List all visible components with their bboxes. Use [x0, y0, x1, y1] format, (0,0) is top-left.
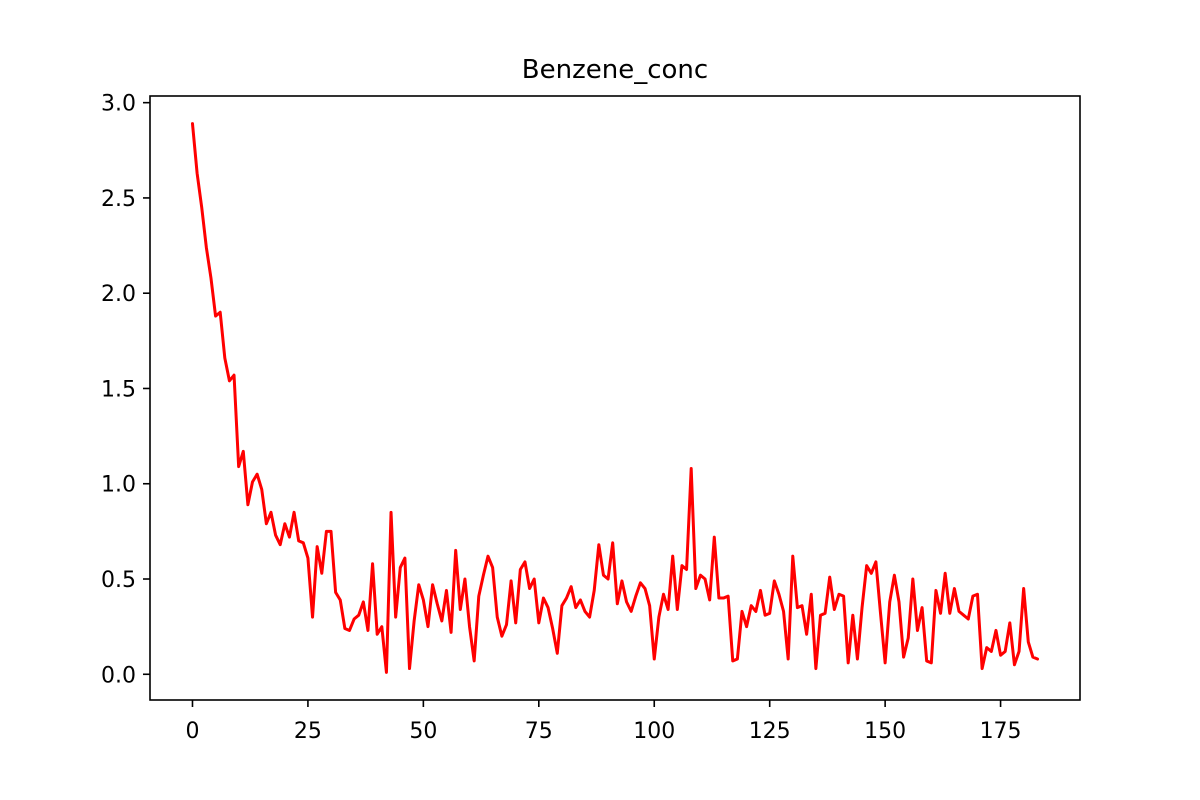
- y-tick-label: 1.0: [101, 473, 136, 498]
- x-tick-label: 0: [185, 719, 199, 744]
- series-line: [190, 122, 1040, 674]
- x-tick-label: 125: [749, 719, 791, 744]
- y-tick-label: 2.0: [101, 282, 136, 307]
- chart-title: Benzene_conc: [522, 55, 708, 85]
- x-tick-label: 25: [294, 719, 322, 744]
- x-tick-label: 50: [409, 719, 437, 744]
- x-tick-label: 150: [864, 719, 906, 744]
- plot-frame: [149, 95, 1081, 701]
- series-layer: [190, 122, 1040, 674]
- y-tick-label: 1.5: [101, 377, 136, 402]
- y-tick-label: 2.5: [101, 187, 136, 212]
- y-tick-label: 0.5: [101, 568, 136, 593]
- y-tick-label: 3.0: [101, 92, 136, 117]
- y-tick-label: 0.0: [101, 663, 136, 688]
- axes: 0 25 50 75 100 125 150 175 0.0 0.5 1.0 1.5 2.0 2.5 3.0: [101, 92, 1022, 744]
- x-tick-label: 100: [633, 719, 675, 744]
- x-tick-label: 175: [980, 719, 1022, 744]
- x-tick-label: 75: [525, 719, 553, 744]
